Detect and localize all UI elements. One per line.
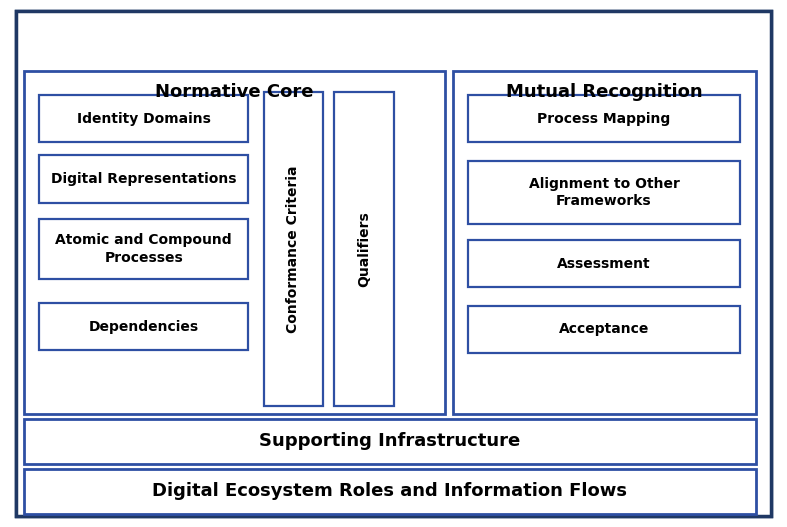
Text: Acceptance: Acceptance bbox=[559, 323, 649, 336]
FancyBboxPatch shape bbox=[24, 71, 445, 414]
FancyBboxPatch shape bbox=[468, 95, 740, 142]
Text: Normative Core: Normative Core bbox=[155, 83, 313, 101]
Text: Digital Ecosystem Roles and Information Flows: Digital Ecosystem Roles and Information … bbox=[152, 482, 627, 501]
Text: Conformance Criteria: Conformance Criteria bbox=[286, 165, 300, 333]
Text: Qualifiers: Qualifiers bbox=[357, 211, 371, 287]
Text: Process Mapping: Process Mapping bbox=[538, 112, 671, 125]
FancyBboxPatch shape bbox=[468, 306, 740, 353]
FancyBboxPatch shape bbox=[39, 155, 248, 203]
Text: Assessment: Assessment bbox=[557, 257, 651, 270]
Text: Mutual Recognition: Mutual Recognition bbox=[506, 83, 702, 101]
FancyBboxPatch shape bbox=[453, 71, 756, 414]
FancyBboxPatch shape bbox=[39, 95, 248, 142]
Text: Digital Representations: Digital Representations bbox=[51, 172, 236, 186]
FancyBboxPatch shape bbox=[24, 419, 756, 464]
Text: Supporting Infrastructure: Supporting Infrastructure bbox=[259, 432, 520, 451]
FancyBboxPatch shape bbox=[334, 92, 394, 406]
Text: Atomic and Compound
Processes: Atomic and Compound Processes bbox=[55, 233, 232, 265]
Text: Identity Domains: Identity Domains bbox=[76, 112, 211, 125]
FancyBboxPatch shape bbox=[16, 11, 771, 516]
Text: Alignment to Other
Frameworks: Alignment to Other Frameworks bbox=[529, 177, 679, 208]
FancyBboxPatch shape bbox=[468, 240, 740, 287]
FancyBboxPatch shape bbox=[264, 92, 323, 406]
FancyBboxPatch shape bbox=[39, 219, 248, 279]
FancyBboxPatch shape bbox=[39, 303, 248, 350]
FancyBboxPatch shape bbox=[468, 161, 740, 224]
FancyBboxPatch shape bbox=[24, 469, 756, 514]
Text: Dependencies: Dependencies bbox=[89, 320, 198, 334]
FancyBboxPatch shape bbox=[16, 11, 771, 516]
